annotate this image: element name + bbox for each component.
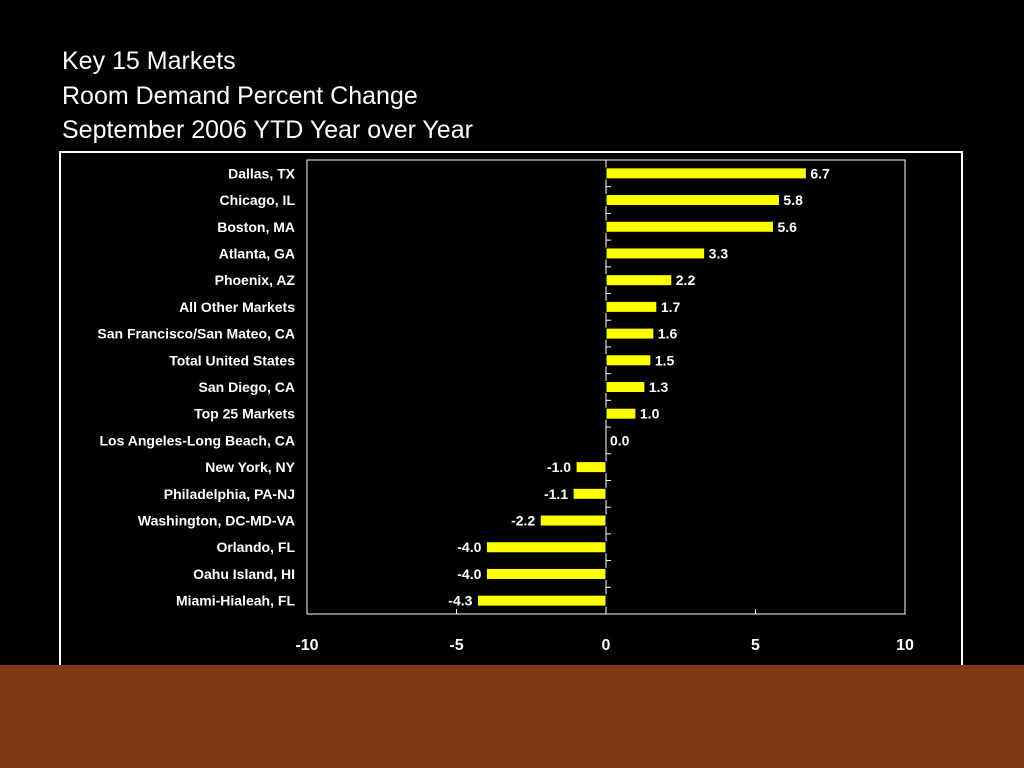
x-tick-label: -5	[449, 637, 463, 654]
category-label: Total United States	[169, 352, 295, 368]
category-label: Oahu Island, HI	[193, 566, 295, 582]
bar	[605, 247, 706, 260]
bar	[575, 461, 607, 474]
value-label: -4.0	[457, 539, 481, 555]
bar	[572, 487, 607, 500]
category-label: Miami-Hialeah, FL	[176, 593, 295, 609]
value-label: 1.5	[655, 352, 675, 368]
category-label: San Diego, CA	[199, 379, 295, 395]
bar	[605, 300, 658, 313]
value-label: 2.2	[676, 272, 696, 288]
bar	[485, 567, 607, 580]
value-label: 1.3	[649, 379, 669, 395]
category-label: Chicago, IL	[220, 192, 296, 208]
x-tick-label: 10	[896, 637, 914, 654]
bar	[605, 167, 807, 180]
value-label: -1.0	[547, 459, 571, 475]
bar	[605, 327, 655, 340]
title-line-3: September 2006 YTD Year over Year	[62, 116, 473, 144]
value-label: -4.0	[457, 566, 481, 582]
category-label: Atlanta, GA	[219, 245, 295, 261]
value-label: 1.6	[658, 326, 678, 342]
category-label: San Francisco/San Mateo, CA	[97, 326, 295, 342]
category-label: Los Angeles-Long Beach, CA	[99, 432, 295, 448]
category-label: Boston, MA	[217, 219, 295, 235]
value-label: 6.7	[810, 165, 830, 181]
category-label: Orlando, FL	[216, 539, 295, 555]
bar	[605, 194, 780, 207]
slide-title: Key 15 Markets Room Demand Percent Chang…	[62, 44, 473, 148]
category-label: All Other Markets	[179, 299, 295, 315]
x-tick-label: 0	[602, 637, 611, 654]
category-label: New York, NY	[205, 459, 295, 475]
value-label: 5.6	[777, 219, 797, 235]
value-label: 1.7	[661, 299, 681, 315]
category-label: Top 25 Markets	[194, 406, 295, 422]
bar	[476, 594, 607, 607]
bar	[605, 354, 652, 367]
category-label: Philadelphia, PA-NJ	[164, 486, 295, 502]
bar	[485, 541, 607, 554]
value-label: 0.0	[610, 432, 630, 448]
bar	[605, 220, 774, 233]
category-label: Phoenix, AZ	[215, 272, 296, 288]
title-line-1: Key 15 Markets	[62, 47, 236, 75]
category-label: Washington, DC-MD-VA	[138, 513, 295, 529]
bar	[605, 381, 646, 393]
bar	[605, 274, 673, 287]
bar	[605, 407, 637, 420]
value-label: -1.1	[544, 486, 568, 502]
x-tick-label: 5	[751, 637, 760, 654]
value-label: 5.8	[783, 192, 803, 208]
value-label: -2.2	[511, 513, 535, 529]
title-line-2: Room Demand Percent Change	[62, 81, 418, 110]
x-tick-label: -10	[295, 637, 318, 654]
category-label: Dallas, TX	[228, 165, 296, 181]
bar	[539, 514, 607, 527]
value-label: 1.0	[640, 406, 660, 422]
footer-band	[0, 665, 1024, 768]
value-label: -4.3	[448, 593, 472, 609]
bar-chart: -10 -5 0 5 10 Dallas, TX 6.7 Chicago, IL 5.8 Bost…	[97, 159, 914, 654]
value-label: 3.3	[709, 245, 729, 261]
